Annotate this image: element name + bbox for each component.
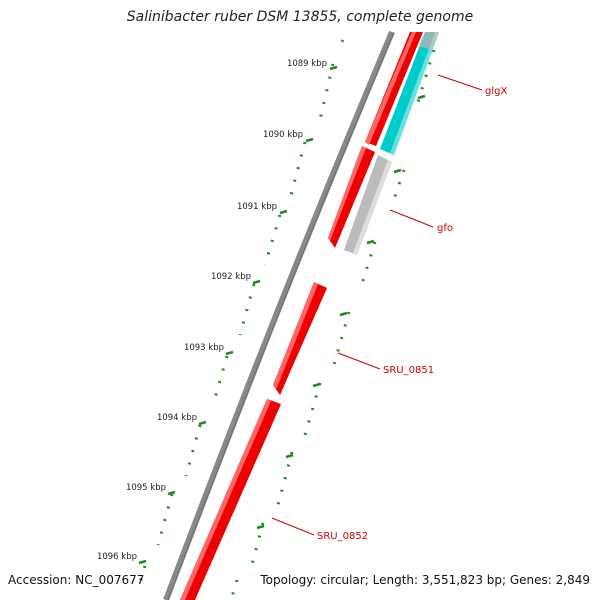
forward-gene-track: [180, 32, 423, 600]
tick-mark: [252, 279, 261, 285]
tick-mark: [167, 490, 176, 496]
gene-arrow-gfo: [344, 155, 392, 255]
map-title: Salinibacter ruber DSM 13855, complete g…: [126, 9, 474, 25]
tick-mark: [279, 209, 288, 215]
gene-labels: glgX gfo SRU_0851 SRU_0852: [317, 86, 507, 542]
tick-label: 1095 kbp: [126, 483, 166, 493]
gene-label-SRU_0852: SRU_0852: [317, 531, 368, 542]
tick-label: 1091 kbp: [237, 202, 277, 212]
tick-label: 1094 kbp: [157, 413, 197, 423]
tick-label: 1089 kbp: [287, 59, 327, 69]
tick-mark: [225, 350, 234, 356]
gene-label-SRU_0851: SRU_0851: [383, 365, 434, 376]
gene-arrow-forward: [273, 282, 327, 395]
gene-leader-lines: [271, 74, 483, 536]
tick-mark: [198, 420, 207, 426]
genome-backbone: [163, 30, 395, 600]
tick-label: 1096 kbp: [97, 552, 137, 562]
tick-label: 1092 kbp: [211, 272, 251, 282]
tick-label: 1090 kbp: [263, 130, 303, 140]
gene-label-glgX: glgX: [485, 86, 507, 97]
accession-text: Accession: NC_007677: [8, 573, 145, 587]
tick-track-inner: [229, 49, 436, 600]
reverse-gene-track: [344, 32, 439, 255]
tick-labels: 1089 kbp 1090 kbp 1091 kbp 1092 kbp 1093…: [97, 59, 327, 562]
tick-mark: [329, 65, 338, 71]
tick-track: [137, 39, 345, 587]
genome-summary-text: Topology: circular; Length: 3,551,823 bp…: [260, 573, 590, 587]
gene-arrow-forward: [328, 146, 375, 248]
gene-label-gfo: gfo: [437, 223, 453, 234]
tick-mark: [138, 559, 147, 565]
tick-mark: [305, 137, 314, 143]
tick-label: 1093 kbp: [184, 343, 224, 353]
